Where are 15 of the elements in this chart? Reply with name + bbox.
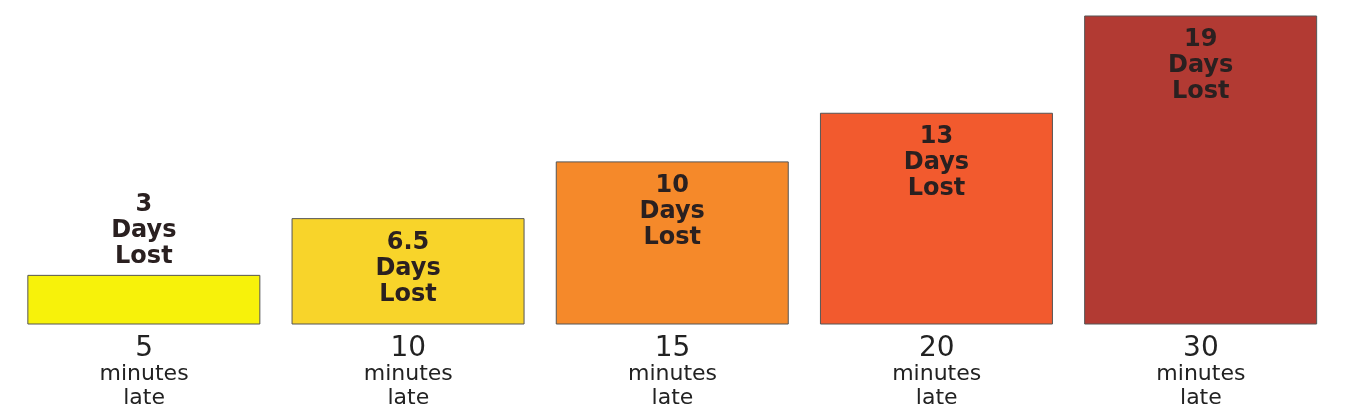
data-label: 10 Days Lost: [639, 169, 705, 250]
bar: [1084, 15, 1318, 325]
data-label: 3 Days Lost: [111, 189, 177, 270]
data-label: 13 Days Lost: [903, 121, 970, 202]
x-tick-label: 30 minutes late: [1156, 330, 1246, 409]
bar: [27, 274, 261, 325]
x-tick-label: 10 minutes late: [363, 330, 453, 409]
bar: [291, 218, 525, 325]
bar: [819, 112, 1053, 325]
data-label: 6.5 Days Lost: [375, 226, 441, 307]
bar: [555, 161, 789, 325]
x-tick-label: 15 minutes late: [627, 330, 718, 409]
x-tick-label: 20 minutes late: [892, 330, 982, 409]
x-tick-label: 5 minutes late: [99, 330, 189, 409]
data-label: 19 Days Lost: [1168, 24, 1234, 104]
